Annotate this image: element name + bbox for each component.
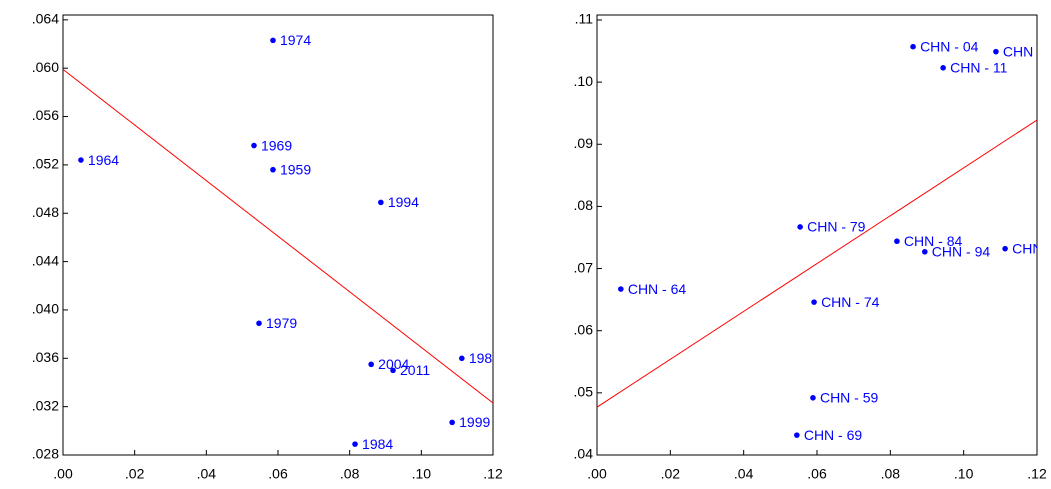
y-tick-label: .044 [32,252,59,268]
point-label: CHN - 99 [1003,43,1051,59]
point-label: 2004 [378,356,409,372]
point [922,248,928,255]
point [459,355,465,362]
x-tick-label: .10 [412,466,432,482]
x-tick-label: .00 [53,466,73,482]
point [940,65,946,71]
x-tick-label: .02 [125,466,145,482]
x-tick-label: .06 [268,466,288,482]
point [993,48,999,55]
point [618,286,624,292]
x-tick-label: .02 [661,466,681,482]
point [449,419,455,426]
point [894,238,900,245]
point-label: 1979 [266,315,297,331]
point-label: 1969 [261,137,292,153]
point-label: 1999 [459,414,490,430]
point-label: CHN - 79 [807,219,866,235]
point-label: CHN - 59 [820,390,879,406]
plot-frame [596,14,1038,456]
point [251,142,257,149]
fit-line [63,69,493,404]
point [352,441,358,447]
x-tick-label: .04 [734,466,754,482]
y-tick-label: .06 [574,321,594,337]
y-tick-label: .07 [574,259,594,275]
y-tick-label: .060 [32,59,59,75]
y-tick-label: .04 [574,446,594,462]
point-label: CHN - 94 [932,243,991,259]
point [811,299,817,305]
y-tick-label: .036 [32,349,59,365]
point-label: CHN - 84 [904,233,963,249]
y-tick-label: .032 [32,397,59,413]
y-tick-label: .08 [574,197,594,213]
y-tick-label: .040 [32,301,59,317]
point [270,166,276,173]
point-label: 1964 [88,152,119,168]
chart: .00 .02 .04 .06 .08 .10 .12 .04 .05 .06 .07 .08 .09.… [574,11,1051,482]
plot-area: CHN - 04 CHN - 99CHN - 11 CHN - 79 CHN - 84… [597,38,1051,443]
y-tick-label: .064 [32,11,59,27]
x-tick-label: .08 [340,466,360,482]
y-tick-label: .11 [575,11,594,27]
point-label: CHN - 11 [950,60,1008,76]
x-tick-label: .00 [587,466,607,482]
point [256,320,262,327]
y-tick-label: .056 [32,107,59,123]
y-tick-label: .09 [574,135,594,151]
point-label: 2011 [400,362,430,378]
point-label: CHN - 74 [821,294,880,310]
point [810,395,816,401]
point [270,37,276,44]
y-tick-label: .10 [574,73,594,89]
point-label: CHN - 89 [1012,240,1051,256]
point [797,224,803,230]
point-label: CHN - 04 [920,38,979,54]
x-tick-label: .08 [881,466,901,482]
y-tick-label: .028 [32,446,59,462]
plot-frame [62,14,494,456]
point-label: CHN - 69 [804,427,863,443]
x-tick-label: .12 [1027,466,1047,482]
point [1002,245,1008,252]
point [794,432,800,438]
x-tick-label: .10 [954,466,974,482]
x-tick-label: .12 [483,466,503,482]
point [378,199,384,206]
chart: .00 .02 .04 .06 .08 .10 .12 .028 .032 .036 .040 .04… [32,11,503,482]
point-label: 1959 [280,161,311,177]
y-tick-label: .048 [32,204,59,220]
point [910,43,916,50]
point-label: CHN - 64 [628,281,687,297]
y-tick-label: .05 [574,384,594,400]
point [78,157,84,163]
fit-line [597,119,1037,408]
point [390,367,396,374]
point [368,361,374,368]
point-label: 1984 [362,436,393,452]
point-label: 1989 [469,350,500,366]
y-tick-label: .052 [32,156,59,172]
point-label: 1974 [280,32,311,48]
x-tick-label: .04 [197,466,217,482]
point-label: 1994 [388,194,419,210]
x-tick-label: .06 [807,466,827,482]
